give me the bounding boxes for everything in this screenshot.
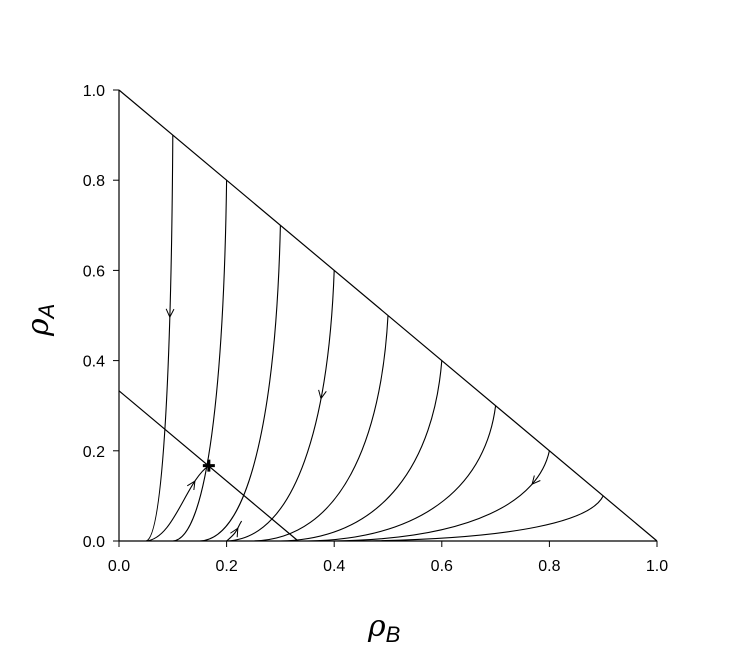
x-axis-subscript: B <box>386 622 401 647</box>
y-axis-symbol: ρ <box>21 318 56 337</box>
trajectory-arrow <box>165 308 175 319</box>
y-axis-subscript: A <box>34 304 59 321</box>
tick-labels: 0.0 0.2 0.4 0.6 0.8 1.0 0.0 0.2 0.4 0.6 0.8 1.0 <box>83 83 668 575</box>
x-tick-label: 0.4 <box>323 558 345 575</box>
lower-trajectory-line <box>145 465 210 542</box>
trajectory-line <box>226 270 335 542</box>
x-tick-label: 0.8 <box>538 558 560 575</box>
y-tick-label: 0.0 <box>83 534 105 551</box>
trajectory-line <box>361 495 604 542</box>
lower-trajectory-arrow <box>230 527 239 538</box>
axes <box>113 89 658 547</box>
trajectory-arrow <box>531 475 541 486</box>
lower-trajectory-arrow <box>186 480 196 491</box>
trajectory-line <box>145 135 174 542</box>
plot-lines <box>118 89 658 542</box>
x-axis-label: ρB <box>367 609 400 647</box>
x-tick-label: 0.6 <box>431 558 453 575</box>
x-axis-symbol: ρ <box>367 609 386 644</box>
trajectory-line <box>172 180 228 542</box>
fixed-point-marker <box>202 459 215 472</box>
x-tick-label: 0.2 <box>215 558 237 575</box>
lower-trajectory-line <box>226 520 243 542</box>
y-tick-label: 0.6 <box>83 263 105 280</box>
trajectory-arrow <box>318 389 327 400</box>
y-axis-label: ρA <box>21 304 59 337</box>
x-tick-label: 0.0 <box>108 558 130 575</box>
trajectory-line <box>334 450 550 542</box>
y-tick-label: 0.2 <box>83 444 105 461</box>
trajectory-line <box>307 405 497 542</box>
trajectory-line <box>199 225 281 542</box>
trajectory-line <box>253 315 389 542</box>
y-tick-label: 0.8 <box>83 173 105 190</box>
trajectory-line <box>280 360 443 542</box>
x-tick-label: 1.0 <box>646 558 668 575</box>
y-tick-label: 1.0 <box>83 83 105 100</box>
y-tick-label: 0.4 <box>83 354 105 371</box>
